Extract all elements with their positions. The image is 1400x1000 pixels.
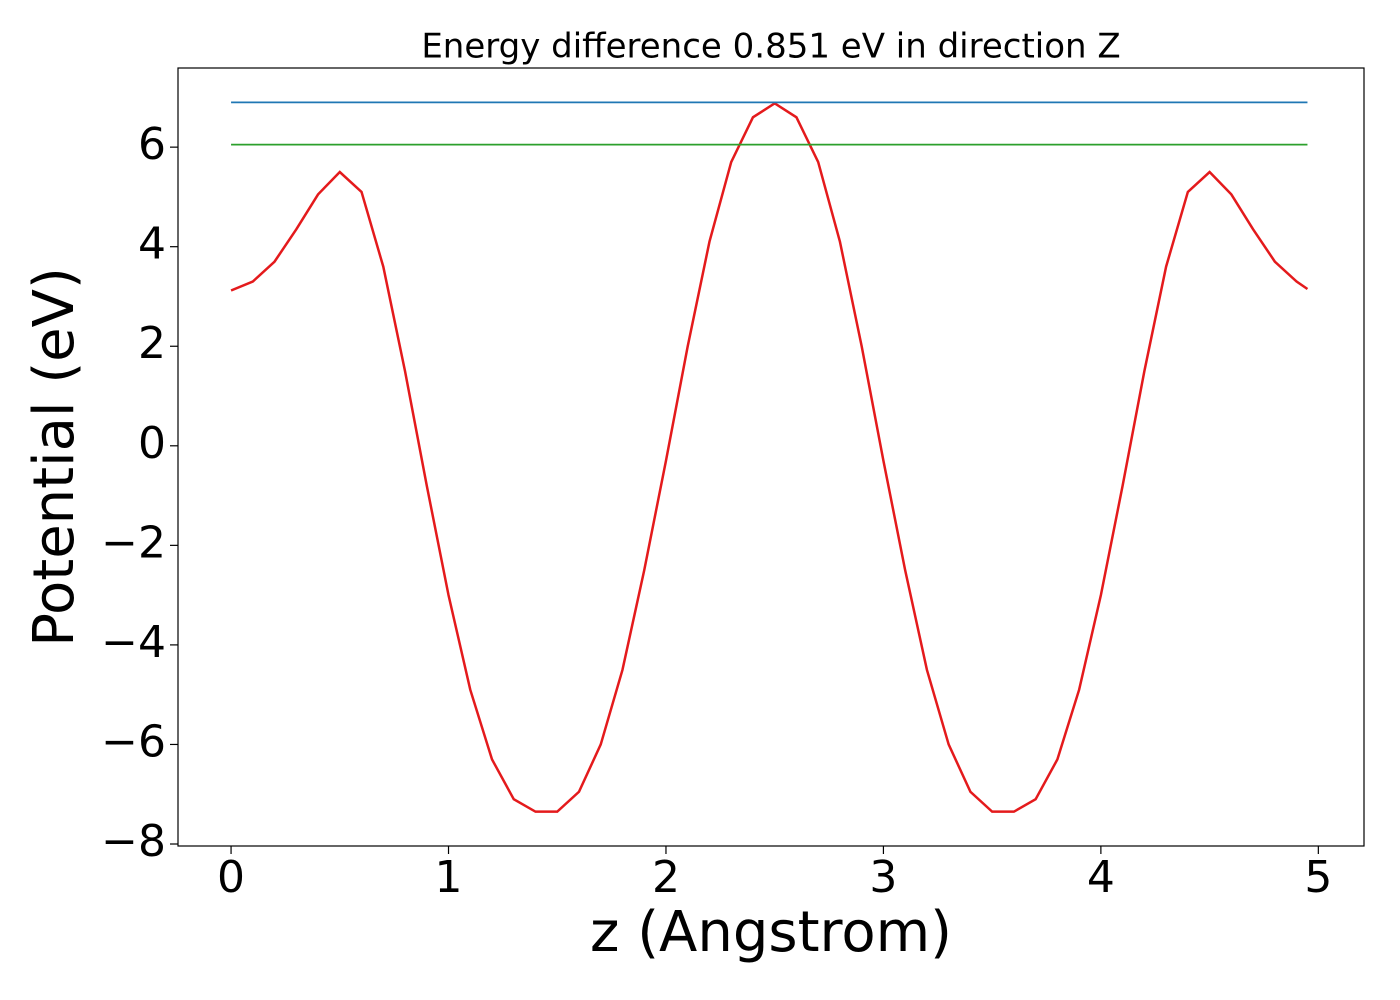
x-tick-label: 5 (1304, 852, 1332, 903)
y-tick-label: −8 (101, 816, 166, 867)
plot-frame (177, 67, 1365, 847)
y-tick-label: 0 (138, 418, 166, 469)
y-tick-label: −4 (101, 617, 166, 668)
x-tick-label: 1 (435, 852, 463, 903)
data-line (230, 101, 1309, 813)
x-tick-label: 4 (1087, 852, 1115, 903)
y-tick-label: −2 (101, 517, 166, 568)
y-axis-label: Potential (eV) (22, 267, 87, 647)
x-axis-label: z (Angstrom) (590, 900, 952, 965)
x-tick-label: 2 (652, 852, 680, 903)
y-tick-label: 6 (138, 119, 166, 170)
y-tick-label: 4 (138, 219, 166, 270)
chart-title: Energy difference 0.851 eV in direction … (421, 27, 1120, 67)
y-tick-label: 2 (138, 318, 166, 369)
x-tick-label: 0 (217, 852, 245, 903)
x-tick-label: 3 (869, 852, 897, 903)
y-tick-label: −6 (101, 716, 166, 767)
